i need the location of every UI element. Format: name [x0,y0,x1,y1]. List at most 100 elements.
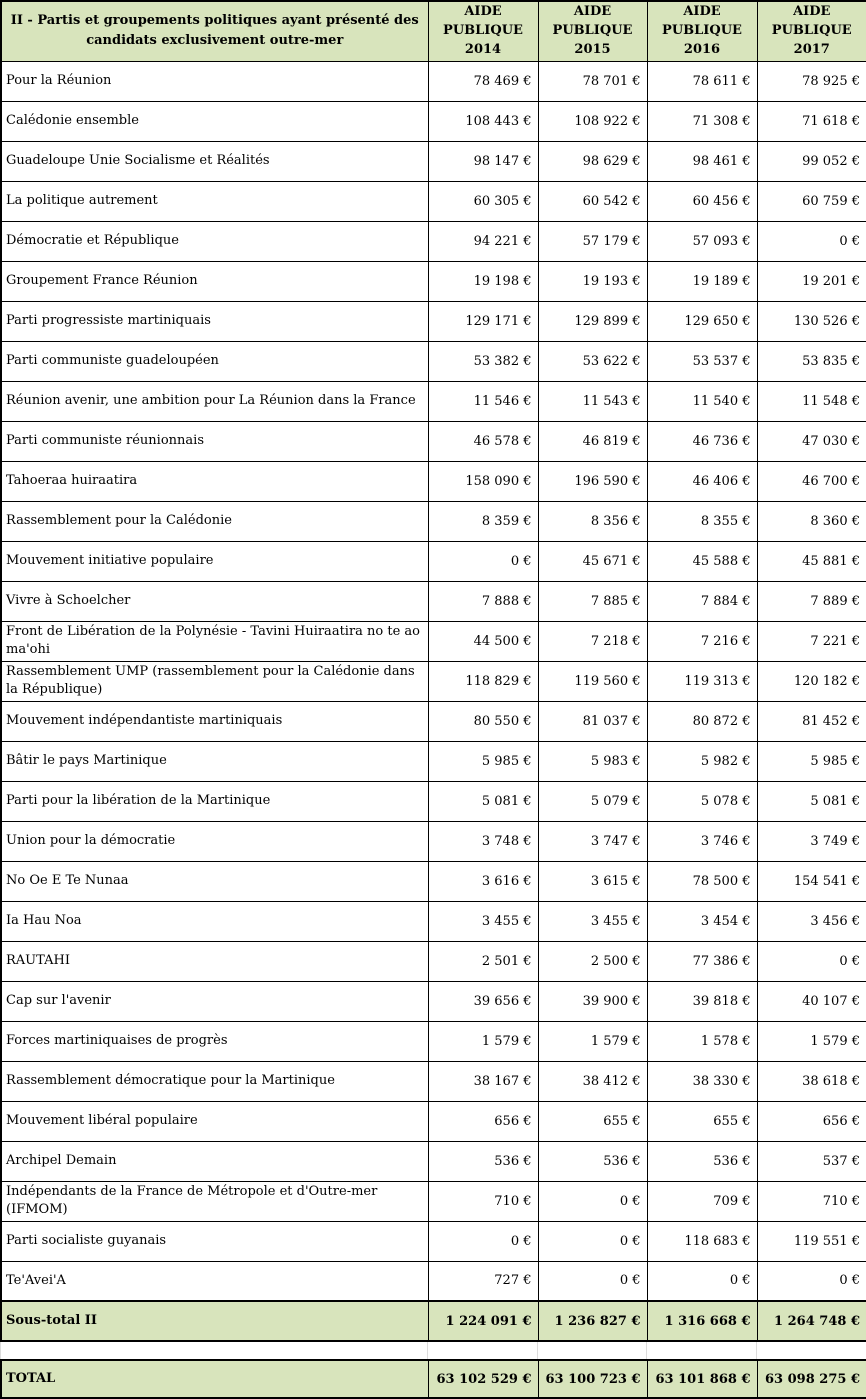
aid-value: 655 € [538,1101,647,1141]
aid-value: 81 452 € [757,701,866,741]
aid-value: 0 € [538,1261,647,1301]
aid-value: 5 982 € [647,741,757,781]
aid-value: 78 611 € [647,61,757,101]
aid-value: 7 884 € [647,581,757,621]
aid-value: 19 193 € [538,261,647,301]
party-name: Parti progressiste martiniquais [1,301,428,341]
total-row: TOTAL 63 102 529 € 63 100 723 € 63 101 8… [1,1360,866,1398]
aid-value: 46 700 € [757,461,866,501]
aid-value: 727 € [428,1261,538,1301]
aid-value: 0 € [757,941,866,981]
aid-value: 7 221 € [757,621,866,661]
aid-value: 108 922 € [538,101,647,141]
aid-value: 60 456 € [647,181,757,221]
party-name: Calédonie ensemble [1,101,428,141]
aid-value: 11 546 € [428,381,538,421]
aid-value: 3 455 € [538,901,647,941]
aid-value: 1 579 € [428,1021,538,1061]
party-name: La politique autrement [1,181,428,221]
aid-value: 3 748 € [428,821,538,861]
aid-value: 71 308 € [647,101,757,141]
aid-value: 7 885 € [538,581,647,621]
aid-value: 19 189 € [647,261,757,301]
aid-value: 11 548 € [757,381,866,421]
aid-value: 71 618 € [757,101,866,141]
aid-value: 39 656 € [428,981,538,1021]
aid-value: 19 201 € [757,261,866,301]
aid-value: 47 030 € [757,421,866,461]
subtotal-value-2014: 1 224 091 € [428,1301,538,1341]
aid-value: 78 925 € [757,61,866,101]
party-name: Rassemblement UMP (rassemblement pour la… [1,661,428,701]
aid-value: 5 081 € [757,781,866,821]
total-label: TOTAL [1,1360,428,1398]
header-row: II - Partis et groupements politiques ay… [1,1,866,61]
aid-value: 46 736 € [647,421,757,461]
aid-value: 78 500 € [647,861,757,901]
aid-value: 46 578 € [428,421,538,461]
subtotal-value-2017: 1 264 748 € [757,1301,866,1341]
aid-value: 5 081 € [428,781,538,821]
aid-value: 45 671 € [538,541,647,581]
party-name: Groupement France Réunion [1,261,428,301]
column-header-2016: AIDE PUBLIQUE 2016 [647,1,757,61]
aid-value: 108 443 € [428,101,538,141]
column-header-line1: AIDE [650,3,755,22]
aid-value: 8 356 € [538,501,647,541]
subtotal-value-2015: 1 236 827 € [538,1301,647,1341]
aid-value: 80 872 € [647,701,757,741]
aid-value: 45 588 € [647,541,757,581]
aid-value: 537 € [757,1141,866,1181]
aid-value: 655 € [647,1101,757,1141]
aid-value: 0 € [647,1261,757,1301]
party-name: Tahoeraa huiraatira [1,461,428,501]
aid-value: 119 560 € [538,661,647,701]
table-row: Front de Libération de la Polynésie - Ta… [1,621,866,661]
spacer-cell [538,1342,647,1359]
aid-value: 53 382 € [428,341,538,381]
party-name: Front de Libération de la Polynésie - Ta… [1,621,428,661]
subtotal-label: Sous-total II [1,1301,428,1341]
aid-value: 53 622 € [538,341,647,381]
column-header-line2: PUBLIQUE 2017 [760,22,865,60]
aid-value: 53 835 € [757,341,866,381]
table-header: II - Partis et groupements politiques ay… [1,1,866,61]
aid-value: 46 406 € [647,461,757,501]
aid-value: 3 455 € [428,901,538,941]
aid-value: 536 € [428,1141,538,1181]
aid-value: 536 € [538,1141,647,1181]
aid-value: 120 182 € [757,661,866,701]
aid-value: 3 747 € [538,821,647,861]
aid-value: 1 579 € [757,1021,866,1061]
aid-value: 45 881 € [757,541,866,581]
party-name: Forces martiniquaises de progrès [1,1021,428,1061]
column-header-line1: AIDE [431,3,536,22]
party-name: Vivre à Schoelcher [1,581,428,621]
party-name: RAUTAHI [1,941,428,981]
aid-value: 60 542 € [538,181,647,221]
spacer-cell [647,1342,757,1359]
column-header-2014: AIDE PUBLIQUE 2014 [428,1,538,61]
aid-value: 81 037 € [538,701,647,741]
aid-value: 3 615 € [538,861,647,901]
table-row: Rassemblement UMP (rassemblement pour la… [1,661,866,701]
spacer-cell [1,1342,428,1359]
aid-value: 0 € [428,1221,538,1261]
aid-value: 7 218 € [538,621,647,661]
subtotal-section: Sous-total II 1 224 091 € 1 236 827 € 1 … [1,1301,866,1341]
aid-value: 1 578 € [647,1021,757,1061]
